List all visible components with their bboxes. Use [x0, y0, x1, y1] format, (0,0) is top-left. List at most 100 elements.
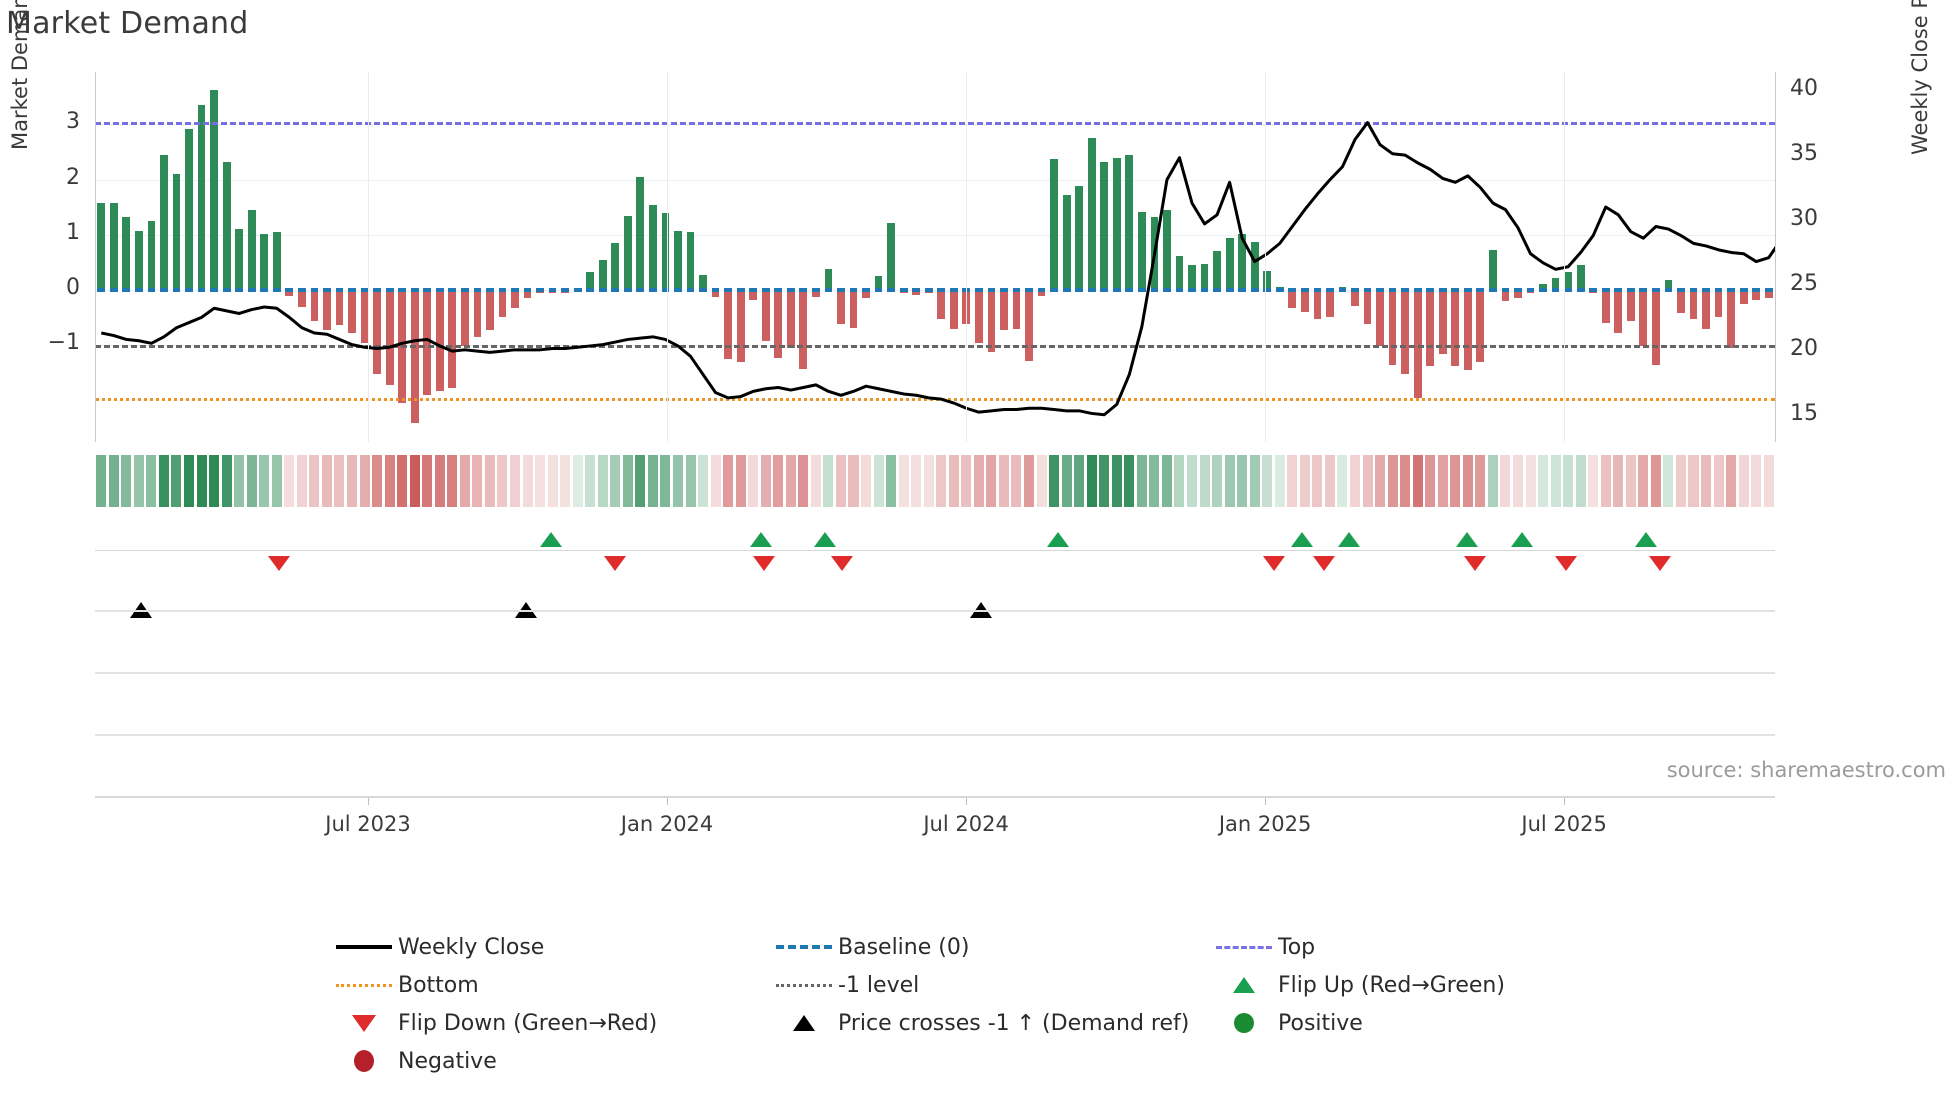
- baseline-cap: [1376, 288, 1384, 293]
- legend-item[interactable]: Positive: [1210, 1011, 1650, 1036]
- flip-up-icon: [1233, 977, 1255, 993]
- baseline-cap: [1025, 288, 1033, 293]
- strip-cell: [397, 455, 408, 507]
- main-plot-area: [95, 72, 1776, 442]
- baseline-cap: [862, 288, 870, 293]
- baseline-cap: [1275, 288, 1284, 293]
- demand-bar: [611, 243, 620, 291]
- baseline-cap: [1188, 288, 1196, 293]
- baseline-cap: [1075, 288, 1084, 293]
- strip-cell: [848, 455, 859, 507]
- demand-bar: [1363, 290, 1372, 325]
- demand-bar: [1401, 290, 1410, 375]
- baseline-cap: [1163, 288, 1171, 293]
- strip-cell: [1011, 455, 1022, 507]
- strip-cell: [246, 455, 257, 507]
- legend-item[interactable]: Negative: [330, 1049, 770, 1074]
- legend-item[interactable]: Price crosses -1 ↑ (Demand ref): [770, 1011, 1210, 1036]
- legend-item[interactable]: Weekly Close: [330, 935, 770, 960]
- baseline-cap: [1539, 288, 1547, 293]
- baseline-cap: [1476, 288, 1485, 293]
- baseline-cap: [736, 288, 745, 293]
- demand-bar: [1175, 255, 1184, 291]
- demand-bar: [1714, 290, 1723, 317]
- demand-bar: [1601, 290, 1610, 324]
- baseline-cap: [899, 288, 908, 293]
- baseline-cap: [147, 288, 156, 293]
- legend-item[interactable]: Bottom: [330, 973, 770, 998]
- strip-cell: [1538, 455, 1549, 507]
- strip-cell: [259, 455, 270, 507]
- legend-item[interactable]: Top: [1210, 935, 1650, 960]
- baseline-cap: [272, 288, 281, 293]
- baseline-cap: [1451, 288, 1460, 293]
- strip-cell: [1738, 455, 1749, 507]
- strip-cell: [773, 455, 784, 507]
- y-tick-right: 35: [1790, 141, 1818, 167]
- top-line-icon: [1216, 945, 1272, 949]
- strip-cell: [1425, 455, 1436, 507]
- demand-bar: [786, 290, 795, 349]
- strip-cell: [334, 455, 345, 507]
- strip-cell: [1475, 455, 1486, 507]
- strip-cell: [1187, 455, 1198, 507]
- demand-bar: [410, 290, 419, 423]
- strip-cell: [171, 455, 182, 507]
- flip-up-marker: [1338, 532, 1361, 547]
- baseline-cap: [511, 288, 519, 293]
- demand-bar: [1614, 290, 1623, 334]
- baseline-cap: [498, 288, 507, 293]
- baseline-cap: [1225, 288, 1234, 293]
- strip-cell: [184, 455, 195, 507]
- demand-bar: [1564, 272, 1572, 291]
- legend-item[interactable]: Flip Up (Red→Green): [1210, 973, 1650, 998]
- strip-cell: [835, 455, 846, 507]
- demand-bar: [1463, 290, 1472, 371]
- baseline-cap: [1112, 288, 1121, 293]
- baseline-cap: [247, 288, 256, 293]
- x-tick-label: Jul 2024: [923, 812, 1009, 836]
- baseline-cap: [473, 288, 482, 293]
- flip-down-icon: [352, 1014, 376, 1032]
- legend-item[interactable]: Baseline (0): [770, 935, 1210, 960]
- strip-cell: [635, 455, 646, 507]
- x-tick-label: Jul 2025: [1521, 812, 1607, 836]
- weekly-close-line: [100, 121, 1775, 417]
- baseline-cap: [1288, 288, 1297, 293]
- strip-cell: [1337, 455, 1348, 507]
- demand-bar: [887, 222, 895, 291]
- baseline-cap: [185, 288, 193, 293]
- x-tick-mark: [1265, 798, 1267, 805]
- baseline-cap: [1689, 288, 1698, 293]
- baseline-cap: [1426, 288, 1435, 293]
- baseline-cap: [1125, 288, 1134, 293]
- flip-up-marker: [1047, 532, 1070, 547]
- demand-bar: [1238, 233, 1247, 291]
- demand-bar: [1438, 290, 1447, 354]
- demand-bar: [1012, 290, 1021, 329]
- demand-bar: [1112, 157, 1121, 291]
- baseline-line-icon: [776, 945, 832, 949]
- legend-label: Baseline (0): [838, 934, 970, 960]
- legend-label: Bottom: [398, 972, 479, 998]
- legend-item[interactable]: -1 level: [770, 973, 1210, 998]
- x-gridline: [667, 72, 669, 442]
- demand-bar: [724, 290, 732, 360]
- baseline-cap: [598, 288, 607, 293]
- baseline-cap: [122, 288, 131, 293]
- demand-bar: [1213, 251, 1221, 291]
- demand-bar: [1050, 158, 1058, 291]
- demand-bar: [1689, 290, 1698, 319]
- baseline-cap: [1764, 288, 1773, 293]
- demand-bar: [498, 290, 507, 317]
- strip-cell: [823, 455, 834, 507]
- strip-cell: [1362, 455, 1373, 507]
- baseline-cap: [711, 288, 720, 293]
- legend-item[interactable]: Flip Down (Green→Red): [330, 1011, 770, 1036]
- strip-cell: [785, 455, 796, 507]
- demand-bar: [147, 221, 156, 291]
- demand-bar: [1062, 195, 1071, 291]
- strip-cell: [748, 455, 759, 507]
- demand-bar: [210, 89, 218, 291]
- demand-bar: [122, 217, 131, 291]
